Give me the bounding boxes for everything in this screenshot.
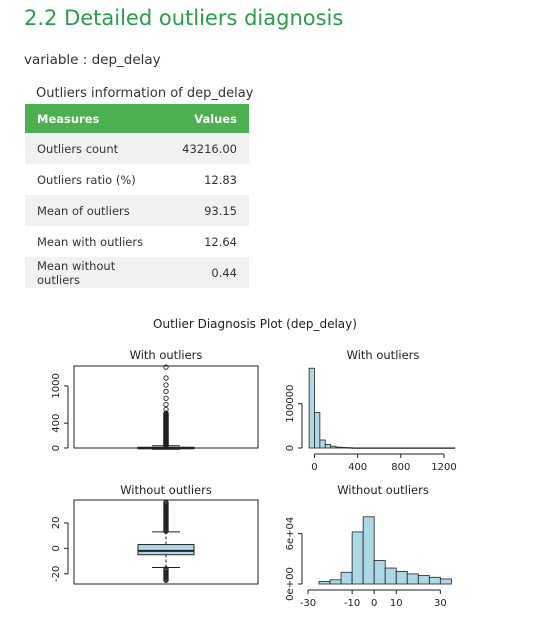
- outlier-point: [163, 577, 169, 583]
- outlier-point: [163, 395, 169, 401]
- section-title: 2.2 Detailed outliers diagnosis: [24, 6, 344, 30]
- histogram-bar: [346, 447, 353, 449]
- histogram-bar: [428, 576, 441, 585]
- box-iqr: [137, 544, 195, 556]
- x-tick-label: 0: [311, 462, 317, 473]
- x-tick-label: 30: [434, 598, 447, 609]
- y-tick-label: 20: [51, 517, 62, 530]
- histogram-bar: [406, 573, 419, 585]
- histogram-bar: [341, 447, 348, 449]
- outlier-point: [163, 401, 169, 408]
- value-cell: 93.15: [170, 195, 249, 226]
- measure-cell: Outliers ratio (%): [25, 164, 171, 195]
- histogram-bar: [373, 560, 386, 585]
- value-cell: 43216.00: [170, 133, 249, 164]
- histogram-bar: [351, 531, 364, 585]
- outlier-diagnosis-plot: Outlier Diagnosis Plot (dep_delay) With …: [51, 317, 457, 609]
- histogram-bar: [340, 571, 353, 585]
- histogram-bar: [329, 579, 342, 585]
- value-cell: 12.64: [170, 226, 249, 257]
- value-cell: 0.44: [170, 257, 249, 288]
- table-row: Outliers count 43216.00: [25, 133, 249, 164]
- x-tick-label: -30: [300, 598, 316, 609]
- outlier-point: [163, 388, 169, 395]
- variable-label: variable : dep_delay: [24, 52, 161, 68]
- histogram-bar: [351, 447, 456, 449]
- panel-title: Without outliers: [337, 483, 429, 497]
- histogram-bar: [324, 444, 332, 449]
- histogram-bar: [362, 516, 375, 585]
- histogram-bar: [314, 412, 321, 449]
- y-tick-label: 0: [285, 445, 296, 451]
- y-tick-label: 1000: [51, 373, 62, 398]
- histogram-bar: [335, 446, 342, 449]
- x-tick-label: -10: [344, 598, 360, 609]
- table-caption: Outliers information of dep_delay: [36, 86, 254, 101]
- table-row: Mean with outliers 12.64: [25, 226, 249, 257]
- outlier-point: [163, 375, 169, 381]
- outlier-point: [163, 499, 169, 506]
- histogram-bar: [439, 578, 452, 585]
- x-tick-label: 0: [371, 598, 377, 609]
- y-tick-label: 100000: [285, 385, 296, 423]
- x-tick-label: 10: [390, 598, 403, 609]
- panel-title: Without outliers: [120, 483, 212, 497]
- histogram-bar: [308, 367, 315, 449]
- outlier-point: [163, 364, 169, 370]
- panel-title: With outliers: [130, 348, 203, 362]
- histogram-bar: [395, 570, 408, 585]
- x-tick-label: 1200: [431, 462, 456, 473]
- x-tick-label: 400: [348, 462, 367, 473]
- measure-cell: Mean without outliers: [25, 257, 171, 288]
- outliers-table: Measures Values Outliers count 43216.00 …: [25, 104, 249, 288]
- table-row: Mean of outliers 93.15: [25, 195, 249, 226]
- measure-cell: Outliers count: [25, 133, 171, 164]
- histogram-bar: [417, 575, 430, 585]
- table-row: Outliers ratio (%) 12.83: [25, 164, 249, 195]
- histogram-bar: [319, 439, 326, 449]
- x-tick-label: 800: [391, 462, 410, 473]
- histogram-bar: [384, 567, 397, 585]
- y-tick-label: 0e+00: [285, 567, 296, 601]
- header-values: Values: [170, 104, 249, 133]
- y-tick-label: -20: [51, 566, 62, 582]
- histogram-bar: [318, 581, 331, 585]
- measure-cell: Mean with outliers: [25, 226, 171, 257]
- outlier-point: [163, 410, 169, 417]
- y-tick-label: 400: [51, 414, 62, 433]
- header-measures: Measures: [25, 104, 171, 133]
- y-tick-label: 6e+04: [285, 517, 296, 551]
- table-row: Mean without outliers 0.44: [25, 257, 249, 288]
- y-tick-label: 0: [51, 545, 62, 551]
- value-cell: 12.83: [170, 164, 249, 195]
- y-tick-label: 0: [51, 445, 62, 451]
- measure-cell: Mean of outliers: [25, 195, 171, 226]
- plot-main-title: Outlier Diagnosis Plot (dep_delay): [153, 317, 357, 331]
- panel-title: With outliers: [347, 348, 420, 362]
- histogram-bar: [330, 445, 337, 449]
- table-header-row: Measures Values: [25, 104, 249, 133]
- outlier-point: [163, 382, 169, 388]
